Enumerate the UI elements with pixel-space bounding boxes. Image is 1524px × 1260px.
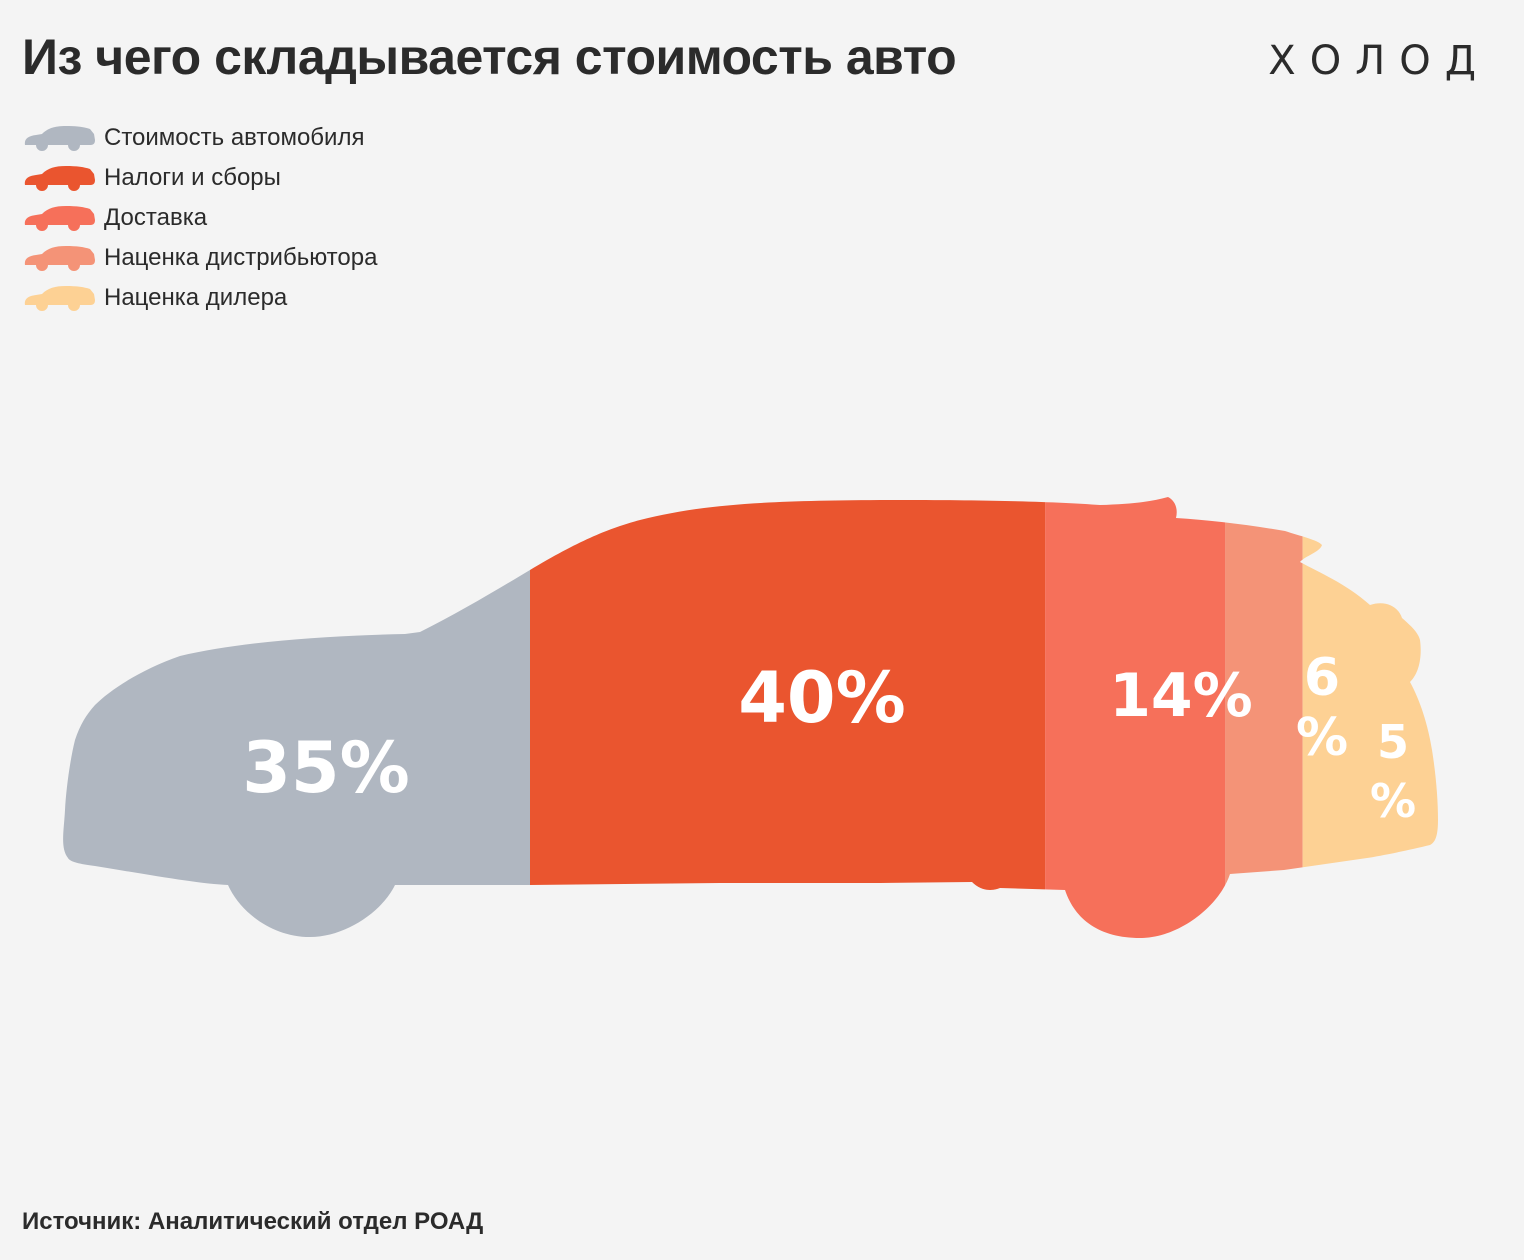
segment-delivery [1045, 497, 1226, 938]
data-label-car-cost: 35% [242, 727, 410, 809]
car-icon [24, 126, 95, 151]
data-label-dealer-markup-unit: % [1370, 774, 1416, 828]
data-label-dealer-markup-value: 5 [1377, 715, 1409, 769]
legend-label: Доставка [104, 204, 208, 231]
car-icon [24, 166, 95, 191]
legend-swatch [24, 286, 95, 311]
chart-title: Из чего складывается стоимость авто [22, 29, 957, 85]
car-icon [24, 246, 95, 271]
legend-item-dealer-markup: Наценка дилера [22, 278, 377, 318]
holod-logo: ХОЛОД [1268, 38, 1490, 84]
legend-label: Наценка дилера [104, 284, 288, 311]
legend-item-car-cost: Стоимость автомобиля [22, 118, 377, 158]
legend-swatch [24, 246, 95, 271]
legend-label: Наценка дистрибьютора [104, 244, 378, 271]
legend-item-taxes: Налоги и сборы [22, 158, 377, 198]
car-icon [24, 206, 95, 231]
data-label-taxes: 40% [738, 657, 906, 739]
source-note: Источник: Аналитический отдел РОАД [22, 1208, 484, 1235]
car-icon [24, 286, 95, 311]
segment-taxes [530, 497, 1046, 938]
legend-item-delivery: Доставка [22, 198, 377, 238]
data-label-distributor-markup-unit: % [1296, 708, 1348, 768]
legend-swatch [24, 126, 95, 151]
data-label-distributor-markup-value: 6 [1304, 648, 1340, 708]
legend: Стоимость автомобиля Налоги и сборы Дост… [22, 118, 377, 318]
data-label-delivery: 14% [1109, 661, 1253, 731]
segment-car-cost [63, 497, 530, 938]
legend-label: Налоги и сборы [104, 164, 281, 191]
segment-distributor-markup [1225, 497, 1303, 938]
legend-label: Стоимость автомобиля [104, 124, 365, 151]
legend-swatch [24, 206, 95, 231]
legend-item-distributor-markup: Наценка дистрибьютора [22, 238, 377, 278]
legend-swatch [24, 166, 95, 191]
